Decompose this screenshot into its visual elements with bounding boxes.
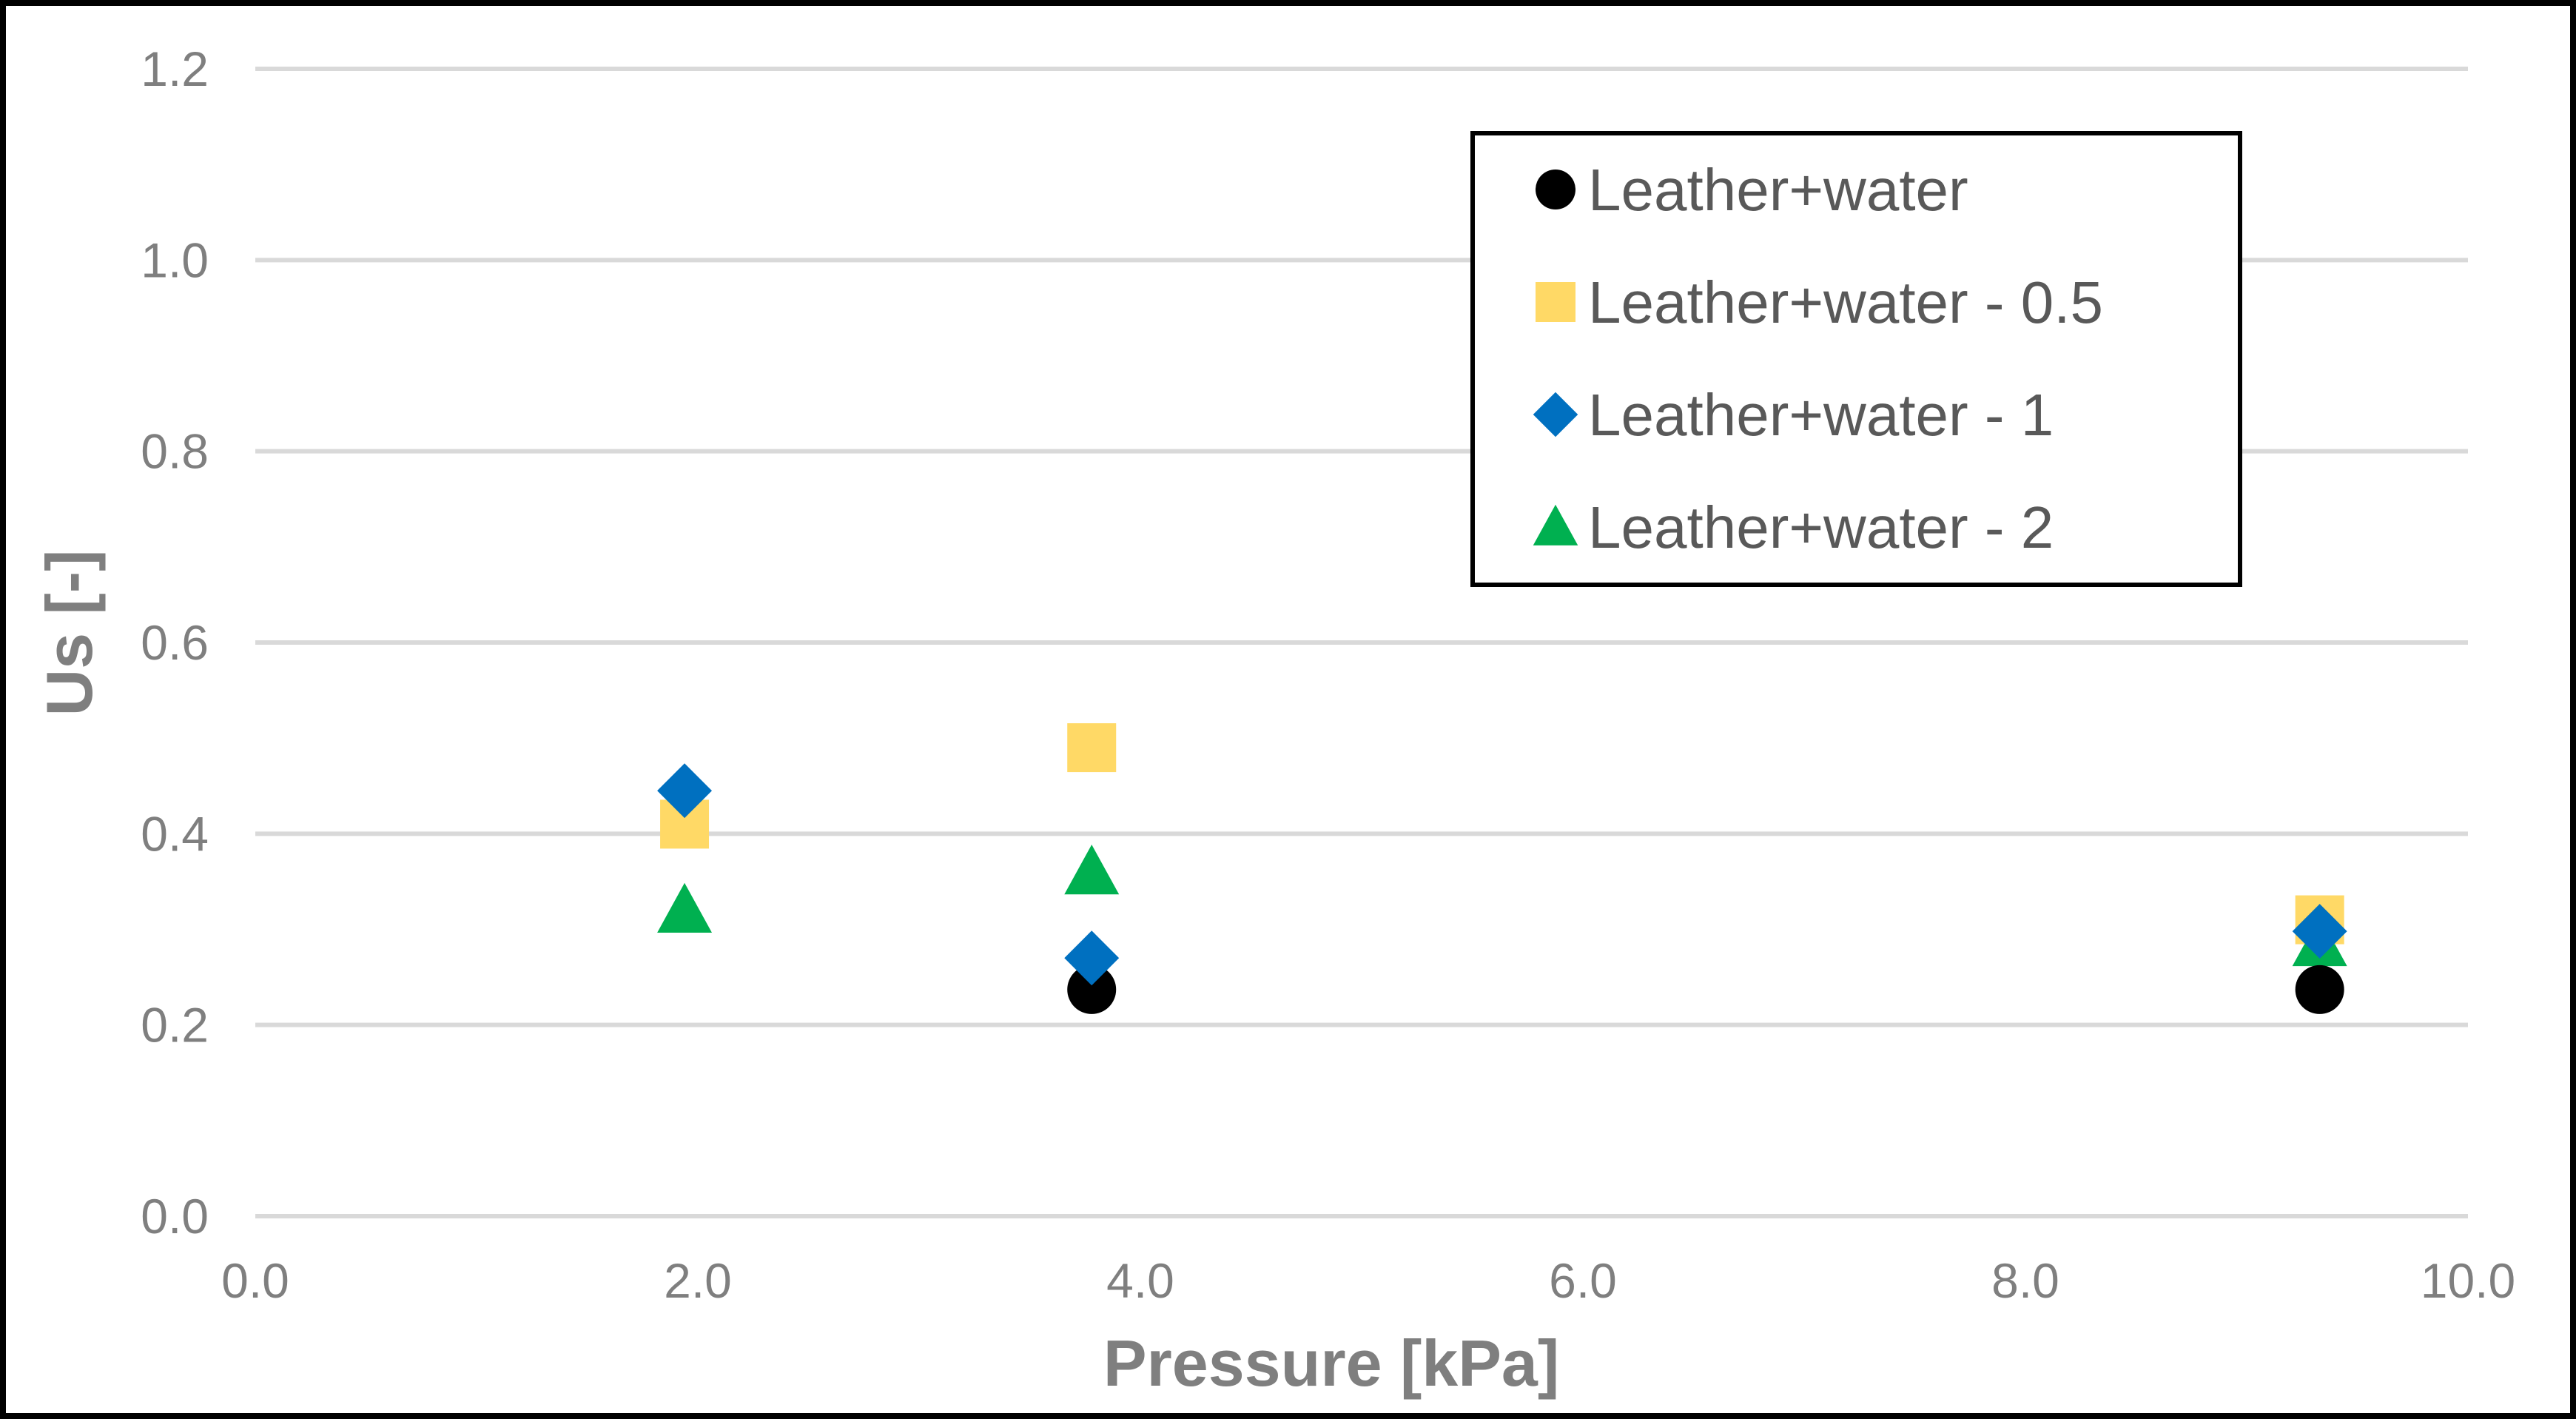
legend-label: Leather+water - 2 (1588, 494, 2054, 560)
x-axis-title: Pressure [kPa] (1103, 1326, 1559, 1400)
x-tick-label: 8.0 (1991, 1253, 2059, 1308)
y-axis-title: Us [-] (33, 550, 106, 717)
legend-box (1470, 131, 2242, 587)
x-tick-label: 4.0 (1106, 1253, 1174, 1308)
y-tick-label: 1.2 (141, 41, 209, 96)
legend-marker-circle (1536, 170, 1575, 209)
y-tick-label: 0.2 (141, 998, 209, 1053)
x-tick-label: 2.0 (664, 1253, 732, 1308)
legend-item: Leather+water - 1 (1533, 382, 2054, 448)
legend-item: Leather+water - 2 (1533, 494, 2054, 560)
y-tick-label: 1.0 (141, 232, 209, 287)
x-tick-label: 10.0 (2421, 1253, 2515, 1308)
data-point-triangle (657, 882, 713, 933)
data-point-triangle (1064, 845, 1120, 895)
legend-marker-diamond (1533, 392, 1578, 437)
data-points (657, 723, 2347, 1014)
y-tick-label: 0.0 (141, 1189, 209, 1244)
legend-marker-triangle (1533, 504, 1578, 546)
data-point-diamond (1064, 930, 1120, 986)
legend-label: Leather+water - 0.5 (1588, 269, 2103, 335)
data-point-square (1067, 723, 1117, 773)
legend-label: Leather+water (1588, 157, 1968, 223)
y-tick-label: 0.6 (141, 615, 209, 670)
x-axis-tick-labels: 0.0 2.0 4.0 6.0 8.0 10.0 (221, 1253, 2515, 1308)
x-tick-label: 6.0 (1549, 1253, 1617, 1308)
legend-item: Leather+water - 0.5 (1536, 269, 2103, 335)
legend: Leather+water Leather+water - 0.5 Leather+… (1470, 131, 2242, 587)
x-tick-label: 0.0 (221, 1253, 289, 1308)
y-tick-label: 0.8 (141, 424, 209, 479)
y-axis-tick-labels: 0.0 0.2 0.4 0.6 0.8 1.0 1.2 (141, 41, 209, 1244)
y-tick-label: 0.4 (141, 806, 209, 861)
series-circle (1067, 965, 2344, 1014)
legend-item: Leather+water (1536, 157, 1968, 223)
series-diamond (657, 763, 2347, 986)
legend-marker-square (1536, 282, 1575, 322)
data-point-diamond (2292, 904, 2347, 959)
data-point-circle (2295, 965, 2344, 1014)
data-point-circle (1067, 965, 1117, 1014)
data-point-diamond (657, 763, 713, 819)
legend-label: Leather+water - 1 (1588, 382, 2054, 448)
